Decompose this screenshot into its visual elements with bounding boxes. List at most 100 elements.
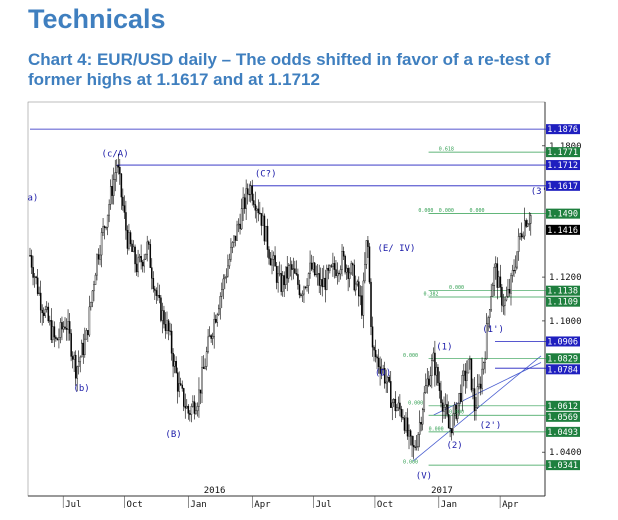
candle-body [323, 277, 325, 288]
candle-body [189, 413, 191, 415]
candle-body [65, 328, 68, 330]
candle-body [316, 273, 319, 275]
candle-body [301, 293, 304, 296]
candle-body [523, 220, 526, 237]
candle-body [163, 310, 165, 325]
candle-body [353, 264, 356, 291]
candle-body [178, 383, 180, 392]
candle-body [196, 406, 199, 412]
candle-body [181, 384, 184, 389]
candle-body [452, 413, 454, 434]
candle-body [440, 390, 442, 404]
candle-body [414, 446, 416, 448]
candle-body [125, 212, 127, 231]
candle-body [499, 276, 502, 288]
candle-body [204, 366, 206, 369]
candle-body [387, 376, 389, 383]
candle-body [362, 280, 365, 316]
candle-body [117, 165, 120, 168]
price-badge-label: 1.0829 [547, 354, 578, 364]
candle-body [472, 388, 474, 391]
candle-series [29, 153, 532, 459]
x-month-label: Apr [502, 500, 519, 510]
candle-body [488, 309, 491, 318]
candle-body [399, 402, 401, 410]
trend-line [433, 362, 542, 416]
candle-body [504, 299, 506, 306]
candle-body [262, 215, 264, 226]
candle-body [113, 179, 115, 196]
price-badge [546, 147, 580, 158]
price-badge-label: 1.0569 [547, 413, 578, 423]
candle-body [324, 277, 327, 290]
candle-body [91, 290, 94, 303]
candle-body [187, 405, 190, 414]
candle-body [300, 294, 302, 296]
y-tick-label: 1.1200 [549, 273, 582, 283]
candle-body [431, 360, 433, 376]
candle-body [137, 257, 139, 273]
candle-body [214, 319, 217, 323]
candle-body [501, 287, 503, 306]
candle-body [84, 338, 86, 355]
candle-body [281, 275, 284, 292]
candle-body [432, 352, 435, 361]
candle-body [490, 296, 493, 311]
candle-body [373, 346, 375, 351]
candle-body [184, 406, 187, 409]
candle-body [394, 399, 397, 412]
candle-body [143, 258, 145, 267]
candle-body [207, 336, 209, 352]
candle-body [350, 263, 352, 274]
candle-body [391, 402, 394, 408]
candle-body [208, 335, 211, 338]
candle-body [35, 276, 37, 279]
candle-body [278, 273, 281, 275]
candle-body [406, 417, 409, 437]
candle-body [179, 383, 182, 386]
price-badge [546, 364, 580, 375]
x-month-label: Oct [127, 500, 143, 510]
candle-body [202, 366, 205, 369]
candle-body [56, 338, 59, 341]
candle-body [528, 223, 531, 225]
candle-body [259, 212, 261, 214]
price-badge [546, 353, 580, 364]
x-month-label: Jul [65, 500, 81, 510]
candle-body [379, 366, 381, 374]
candle-body [405, 417, 407, 431]
page-title: Technicals [28, 4, 166, 34]
candle-body [412, 445, 415, 448]
candle-body [160, 297, 162, 321]
price-badge-label: 1.0341 [547, 461, 578, 471]
y-tick-label: 1.1800 [549, 142, 582, 152]
candle-body [146, 241, 149, 255]
candle-body [256, 208, 258, 211]
candle-body [508, 289, 511, 294]
fib-label: 0.382 [423, 292, 438, 298]
candle-body [333, 263, 336, 270]
candle-body [306, 285, 308, 288]
candle-body [114, 172, 117, 180]
candle-body [141, 261, 144, 267]
candle-body [330, 265, 333, 267]
candle-body [464, 370, 467, 381]
candle-body [82, 342, 85, 355]
candle-body [403, 417, 406, 431]
candle-body [271, 259, 273, 266]
candle-body [236, 224, 238, 241]
candle-body [109, 186, 112, 205]
candle-body [498, 276, 500, 288]
candle-body [418, 422, 421, 435]
fib-label: 0.000 [403, 353, 418, 359]
candle-body [493, 266, 496, 286]
candle-body [240, 208, 243, 230]
candle-body [309, 262, 311, 274]
candle-body [390, 381, 392, 408]
candle-body [53, 326, 56, 338]
candle-body [186, 405, 188, 409]
candle-body [71, 356, 74, 360]
candle-body [166, 320, 168, 331]
candle-body [288, 265, 290, 279]
candle-body [487, 317, 489, 324]
